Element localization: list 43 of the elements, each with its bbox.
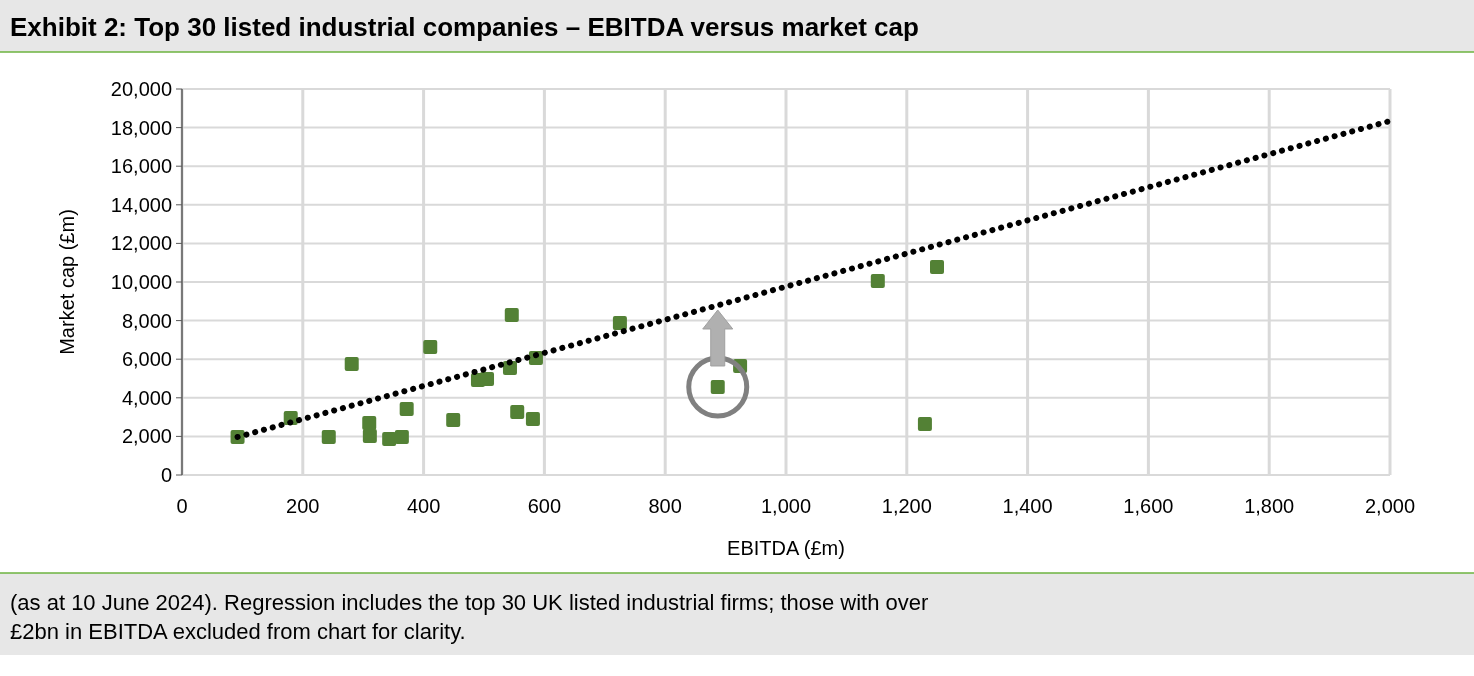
y-tick-label: 20,000 <box>110 78 172 100</box>
x-tick-label: 1,000 <box>760 495 812 517</box>
point <box>321 429 336 444</box>
y-tick-label: 6,000 <box>121 348 172 371</box>
point <box>612 316 627 331</box>
text: (as at 10 June 2024). Regression includes the top 30 UK listed industrial firms; those with over £2bn in EBITDA excluded from chart for clarity. <box>10 590 929 644</box>
point <box>917 417 932 432</box>
y-tick-label: 14,000 <box>110 193 172 216</box>
point <box>480 372 495 387</box>
point <box>399 401 414 416</box>
point <box>362 416 377 431</box>
point <box>423 340 438 355</box>
y-tick-label: 4,000 <box>121 386 172 409</box>
x-tick-label: 1,600 <box>1123 495 1174 517</box>
point <box>362 429 377 444</box>
x-tick-label: 1,800 <box>1244 495 1295 517</box>
x-tick-label: 0 <box>176 495 188 517</box>
x-tick-label: 800 <box>648 495 682 517</box>
x-axis-title: EBITDA (£m) <box>727 537 845 559</box>
x-tick-label: 2,000 <box>1364 495 1416 517</box>
y-tick-label: 18,000 <box>110 116 172 139</box>
point <box>446 413 461 427</box>
x-tick-label: 400 <box>406 495 441 517</box>
point <box>504 308 519 322</box>
x-tick-label: 600 <box>527 495 562 517</box>
y-tick-label: 12,000 <box>110 232 172 255</box>
point <box>382 431 397 446</box>
y-tick-label: 8,000 <box>121 309 172 332</box>
point <box>510 405 525 420</box>
x-tick-label: 1,200 <box>881 495 932 517</box>
point <box>525 412 540 427</box>
point <box>394 429 409 444</box>
point <box>344 357 359 372</box>
y-axis-title: Market cap (£m) <box>56 209 78 355</box>
y-tick-label: 2,000 <box>121 425 172 448</box>
point <box>930 259 944 274</box>
x-tick-label: 200 <box>286 495 320 517</box>
point <box>870 274 885 289</box>
y-tick-label: 16,000 <box>110 155 172 178</box>
y-tick-label: 10,000 <box>110 271 172 293</box>
y-tick-label: 0 <box>160 464 172 486</box>
chart-title: Exhibit 2: Top 30 listed industrial companies – EBITDA versus market cap <box>10 12 919 42</box>
x-tick-label: 1,400 <box>1002 495 1053 517</box>
